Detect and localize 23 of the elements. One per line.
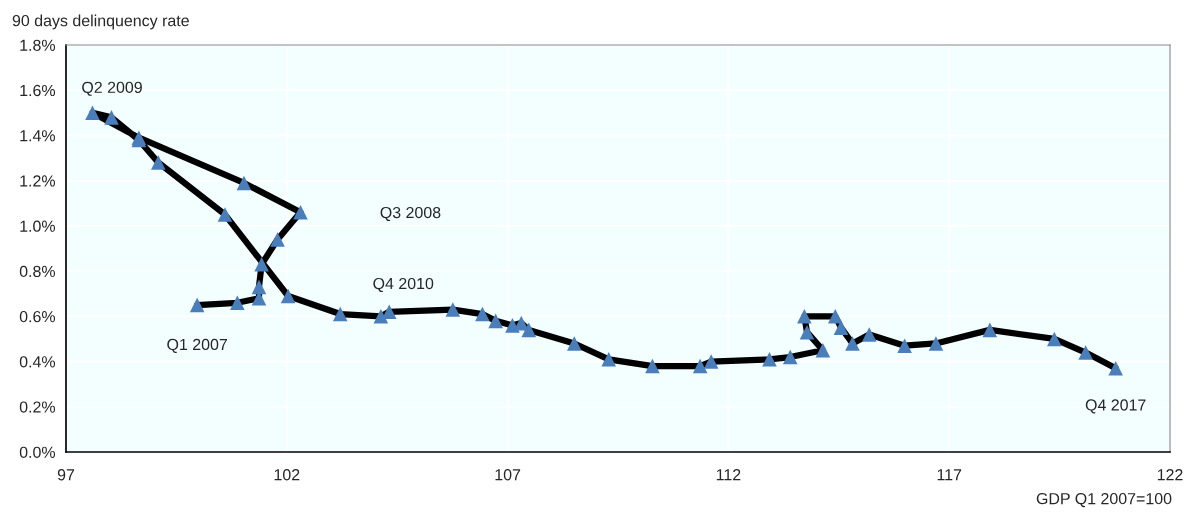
annotation: Q4 2017 (1085, 399, 1146, 414)
x-tick-label: 97 (57, 469, 75, 481)
y-tick-label: 0.4% (19, 356, 56, 368)
x-tick-label: 102 (274, 469, 300, 481)
y-axis-title: 90 days delinquency rate (12, 14, 189, 30)
x-axis-title: GDP Q1 2007=100 (1036, 492, 1172, 508)
annotation: Q4 2010 (373, 277, 434, 293)
x-tick-label: 112 (716, 469, 741, 481)
y-tick-label: 0.8% (19, 265, 56, 278)
y-tick-label: 0.2% (19, 401, 56, 413)
y-tick-label: 1.0% (20, 220, 56, 232)
annotation: Q3 2008 (380, 206, 441, 222)
x-tick-label: 122 (1157, 469, 1183, 481)
y-tick-label: 0.6% (19, 310, 56, 323)
x-tick-label: 117 (937, 469, 962, 481)
annotation: Q2 2009 (82, 81, 142, 96)
y-tick-label: 1.2% (20, 175, 56, 187)
y-tick-label: 0.0% (19, 446, 56, 458)
y-tick-label: 1.6% (20, 84, 56, 97)
y-tick-label: 1.8% (20, 39, 56, 51)
y-tick-label: 1.4% (20, 130, 56, 142)
annotation: Q1 2007 (167, 338, 227, 353)
x-tick-label: 107 (495, 469, 521, 481)
